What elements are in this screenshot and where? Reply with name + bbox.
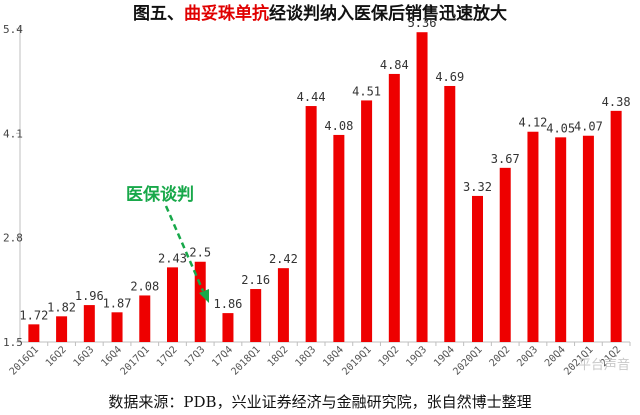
x-tick-label: 20Q2 bbox=[488, 344, 513, 369]
bar bbox=[499, 167, 511, 342]
data-label: 4.38 bbox=[602, 95, 631, 109]
data-label: 2.08 bbox=[130, 279, 159, 293]
data-label: 2.43 bbox=[158, 251, 187, 265]
data-label: 5.36 bbox=[408, 16, 437, 30]
bar bbox=[139, 295, 151, 342]
x-tick-label: 16Q3 bbox=[72, 344, 97, 369]
x-tick-label: 20Q3 bbox=[515, 344, 540, 369]
bar bbox=[388, 73, 400, 342]
bar bbox=[277, 268, 289, 342]
data-label: 3.32 bbox=[463, 180, 492, 194]
bar bbox=[83, 305, 95, 342]
bar bbox=[527, 131, 539, 342]
bar bbox=[111, 312, 123, 342]
data-label: 4.51 bbox=[352, 84, 381, 98]
data-label: 2.16 bbox=[241, 273, 270, 287]
data-label: 4.44 bbox=[297, 90, 326, 104]
title-drug-name: 曲妥珠单抗 bbox=[184, 4, 269, 24]
source-note: 数据来源：PDB，兴业证券经济与金融研究院，张自然博士整理 bbox=[108, 393, 532, 411]
chart-title: 图五、曲妥珠单抗经谈判纳入医保后销售迅速放大 bbox=[0, 0, 640, 28]
bar bbox=[56, 316, 68, 342]
bar bbox=[582, 135, 594, 342]
y-tick-label: 2.8 bbox=[3, 232, 23, 245]
x-tick-label: 18Q3 bbox=[293, 344, 318, 369]
annotation-arrowhead bbox=[199, 289, 209, 303]
data-label: 4.05 bbox=[546, 121, 575, 135]
data-label: 1.82 bbox=[47, 300, 76, 314]
x-tick-label: 2020Q1 bbox=[451, 344, 484, 377]
data-label: 4.69 bbox=[435, 70, 464, 84]
data-label: 1.86 bbox=[214, 297, 243, 311]
annotation-arrow bbox=[164, 205, 205, 292]
x-tick-label: 2018Q1 bbox=[229, 344, 262, 377]
bar bbox=[555, 137, 567, 342]
x-tick-label: 18Q4 bbox=[321, 344, 346, 369]
data-label: 4.07 bbox=[574, 120, 603, 134]
title-prefix: 图五、 bbox=[133, 4, 184, 24]
bar bbox=[416, 32, 428, 342]
x-tick-label: 2019Q1 bbox=[340, 344, 373, 377]
bar bbox=[444, 85, 456, 342]
x-tick-label: 19Q3 bbox=[404, 344, 429, 369]
data-label: 3.67 bbox=[491, 152, 520, 166]
bar bbox=[250, 289, 262, 342]
x-tick-label: 20Q4 bbox=[543, 344, 568, 369]
x-tick-label: 16Q4 bbox=[99, 344, 124, 369]
x-tick-label: 18Q2 bbox=[266, 344, 291, 369]
watermark: 平台声音 bbox=[578, 358, 631, 373]
data-label: 1.87 bbox=[103, 296, 132, 310]
x-tick-label: 17Q3 bbox=[183, 344, 208, 369]
x-tick-label: 16Q2 bbox=[44, 344, 69, 369]
title-suffix: 经谈判纳入医保后销售迅速放大 bbox=[269, 4, 507, 24]
bar bbox=[305, 106, 317, 343]
data-label: 2.5 bbox=[189, 246, 211, 260]
y-tick-label: 1.5 bbox=[3, 336, 23, 349]
x-tick-label: 19Q2 bbox=[377, 344, 402, 369]
x-tick-label: 2017Q1 bbox=[119, 344, 152, 377]
data-label: 1.96 bbox=[75, 289, 104, 303]
bar bbox=[610, 110, 622, 342]
y-tick-label: 4.1 bbox=[3, 127, 23, 140]
x-tick-label: 2016Q1 bbox=[8, 344, 41, 377]
data-label: 4.84 bbox=[380, 58, 409, 72]
bar bbox=[167, 267, 178, 342]
y-tick-label: 5.4 bbox=[3, 23, 23, 36]
bar bbox=[28, 324, 40, 342]
data-label: 2.42 bbox=[269, 252, 298, 266]
data-label: 4.08 bbox=[324, 119, 353, 133]
x-tick-label: 17Q2 bbox=[155, 344, 180, 369]
x-tick-label: 19Q4 bbox=[432, 344, 457, 369]
x-tick-label: 17Q4 bbox=[210, 344, 235, 369]
data-label: 1.72 bbox=[19, 308, 48, 322]
bar bbox=[222, 313, 234, 342]
data-label: 4.12 bbox=[519, 116, 548, 130]
bar bbox=[333, 134, 345, 342]
bar bbox=[194, 261, 206, 342]
bar bbox=[361, 100, 373, 342]
annotation-label: 医保谈判 bbox=[126, 184, 194, 205]
bar bbox=[472, 195, 483, 342]
